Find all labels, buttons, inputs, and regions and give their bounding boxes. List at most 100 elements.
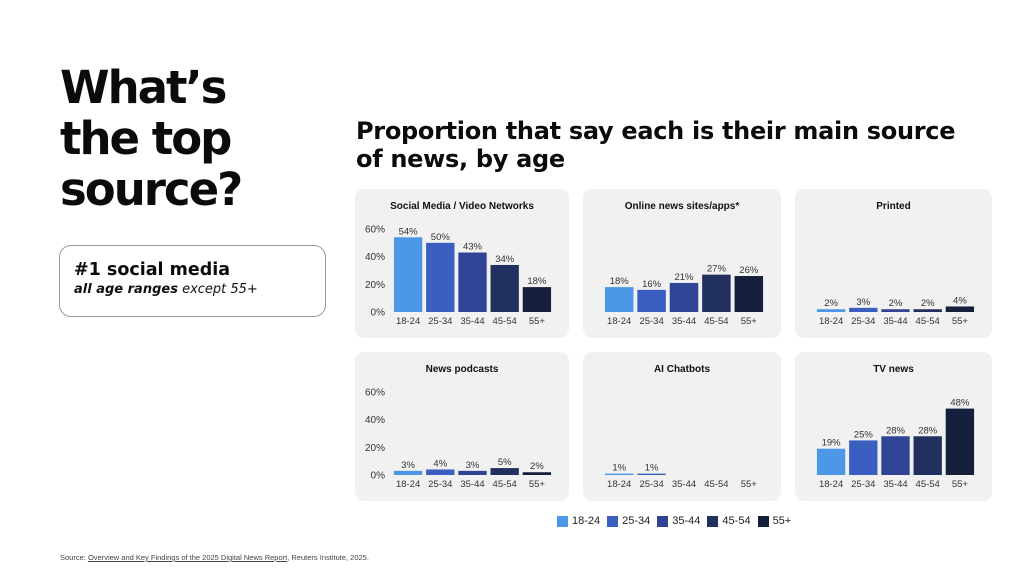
bar-tv-news-45-54 <box>913 436 942 475</box>
bar-printed-45-54 <box>913 309 942 312</box>
legend-item-35-44: 35-44 <box>657 515 700 527</box>
legend-swatch <box>607 515 619 527</box>
chart-title: Proportion that say each is their main s… <box>356 117 956 173</box>
y-tick-label: 0% <box>371 308 386 319</box>
chart-panel-news-podcasts: News podcasts 0% 20% 40% 60% 3% 18-24 4% 25-34 3%… <box>355 352 569 501</box>
bar-tv-news-25-34 <box>849 440 878 475</box>
bar-online-news-sites-apps-25-34 <box>637 289 666 312</box>
headline-line-3: source? <box>60 163 243 216</box>
data-label: 54% <box>399 226 419 237</box>
x-tick-label: 25-34 <box>639 479 663 490</box>
bar-news-podcasts-35-44 <box>458 470 487 475</box>
legend-swatch <box>557 515 568 527</box>
source-suffix: , Reuters Institute, 2025. <box>287 553 369 562</box>
y-tick-label: 40% <box>365 415 385 426</box>
x-tick-label: 35-44 <box>672 479 696 490</box>
legend-label: 55+ <box>772 515 792 527</box>
data-label: 19% <box>822 438 842 449</box>
bar-online-news-sites-apps-45-54 <box>702 274 731 312</box>
bar-social-media-video-networks-18-24 <box>393 237 423 312</box>
callout-sub-text: all age ranges except 55+ <box>74 281 311 298</box>
source-note: Source: Overview and Key Findings of the… <box>60 553 369 562</box>
x-tick-label: 18-24 <box>607 316 631 327</box>
legend-item-45-54: 45-54 <box>707 515 751 527</box>
data-label: 43% <box>463 242 483 253</box>
bar-online-news-sites-apps-55 <box>734 276 764 312</box>
y-tick-label: 20% <box>365 280 385 291</box>
source-link[interactable]: Overview and Key Findings of the 2025 Di… <box>87 553 288 562</box>
data-label: 3% <box>856 297 870 308</box>
legend-swatch <box>657 515 669 527</box>
bar-printed-55 <box>945 306 975 312</box>
legend-label: 45-54 <box>722 515 751 527</box>
data-label: 2% <box>530 461 544 472</box>
data-label: 3% <box>401 460 415 471</box>
chart-legend: 18-24 25-34 35-44 45-54 55+ <box>557 513 791 529</box>
x-tick-label: 55+ <box>741 316 758 327</box>
bar-news-podcasts-45-54 <box>490 468 519 475</box>
bar-news-podcasts-25-34 <box>426 469 455 475</box>
legend-label: 18-24 <box>572 515 601 527</box>
legend-swatch <box>707 515 719 527</box>
panel-title: Printed <box>876 201 910 212</box>
x-tick-label: 25-34 <box>428 316 452 327</box>
data-label: 16% <box>642 279 662 290</box>
bar-ai-chatbots-18-24 <box>604 473 634 475</box>
x-tick-label: 35-44 <box>460 479 484 490</box>
chart-svg-news-podcasts: News podcasts 0% 20% 40% 60% 3% 18-24 4% 25-34 3%… <box>365 364 552 490</box>
bar-news-podcasts-55 <box>522 472 552 475</box>
data-label: 21% <box>674 272 694 283</box>
bar-social-media-video-networks-35-44 <box>458 252 487 312</box>
y-tick-label: 20% <box>365 443 385 454</box>
x-tick-label: 18-24 <box>396 479 420 490</box>
x-tick-label: 45-54 <box>916 316 940 327</box>
x-tick-label: 45-54 <box>704 479 728 490</box>
x-tick-label: 55+ <box>741 479 758 490</box>
data-label: 4% <box>953 295 967 306</box>
panel-title: AI Chatbots <box>654 364 711 375</box>
x-tick-label: 55+ <box>529 479 546 490</box>
data-label: 1% <box>645 463 659 474</box>
x-tick-label: 18-24 <box>819 316 843 327</box>
data-label: 5% <box>498 457 512 468</box>
x-tick-label: 55+ <box>952 316 969 327</box>
x-tick-label: 35-44 <box>672 316 696 327</box>
panel-title: Social Media / Video Networks <box>390 201 534 212</box>
legend-item-55: 55+ <box>757 515 792 527</box>
x-tick-label: 25-34 <box>851 479 875 490</box>
chart-svg-printed: Printed 2% 18-24 3% 25-34 2% 35-44 2% 45-54 4% 55+ <box>816 201 975 327</box>
chart-panel-online-news: Online news sites/apps* 18% 18-24 16% 25-34 2… <box>583 189 781 338</box>
x-tick-label: 45-54 <box>916 479 940 490</box>
legend-label: 25-34 <box>622 515 651 527</box>
x-tick-label: 55+ <box>952 479 969 490</box>
bar-online-news-sites-apps-35-44 <box>669 282 699 312</box>
x-tick-label: 45-54 <box>493 479 517 490</box>
callout-sub-bold: all age ranges <box>74 282 178 297</box>
data-label: 27% <box>707 264 727 275</box>
legend-swatch <box>757 515 769 527</box>
headline-line-1: What’s <box>60 61 227 114</box>
data-label: 18% <box>527 276 547 287</box>
x-tick-label: 25-34 <box>639 316 663 327</box>
data-label: 2% <box>921 298 935 309</box>
panel-title: News podcasts <box>426 364 499 375</box>
bar-tv-news-55 <box>945 408 975 475</box>
headline-line-2: the top <box>60 112 232 165</box>
panel-title: Online news sites/apps* <box>625 201 740 212</box>
bar-news-podcasts-18-24 <box>393 470 423 475</box>
data-label: 34% <box>495 254 515 265</box>
callout-main-text: #1 social media <box>74 260 231 280</box>
chart-panel-ai-chatbots: AI Chatbots 1% 18-24 1% 25-34 35-44 45-54 55+ <box>583 352 781 501</box>
callout-box: #1 social media all age ranges except 55… <box>59 245 326 317</box>
x-tick-label: 35-44 <box>883 316 907 327</box>
chart-panel-printed: Printed 2% 18-24 3% 25-34 2% 35-44 2% 45-54 4% 55+ <box>795 189 992 338</box>
data-label: 26% <box>739 265 759 276</box>
callout-sub-rest: except 55+ <box>177 282 258 297</box>
y-tick-label: 40% <box>365 252 385 263</box>
bar-tv-news-35-44 <box>881 436 910 475</box>
bar-printed-18-24 <box>816 309 846 312</box>
y-tick-label: 0% <box>371 471 386 482</box>
data-label: 28% <box>918 425 938 436</box>
legend-item-25-34: 25-34 <box>607 515 650 527</box>
data-label: 1% <box>612 463 626 474</box>
